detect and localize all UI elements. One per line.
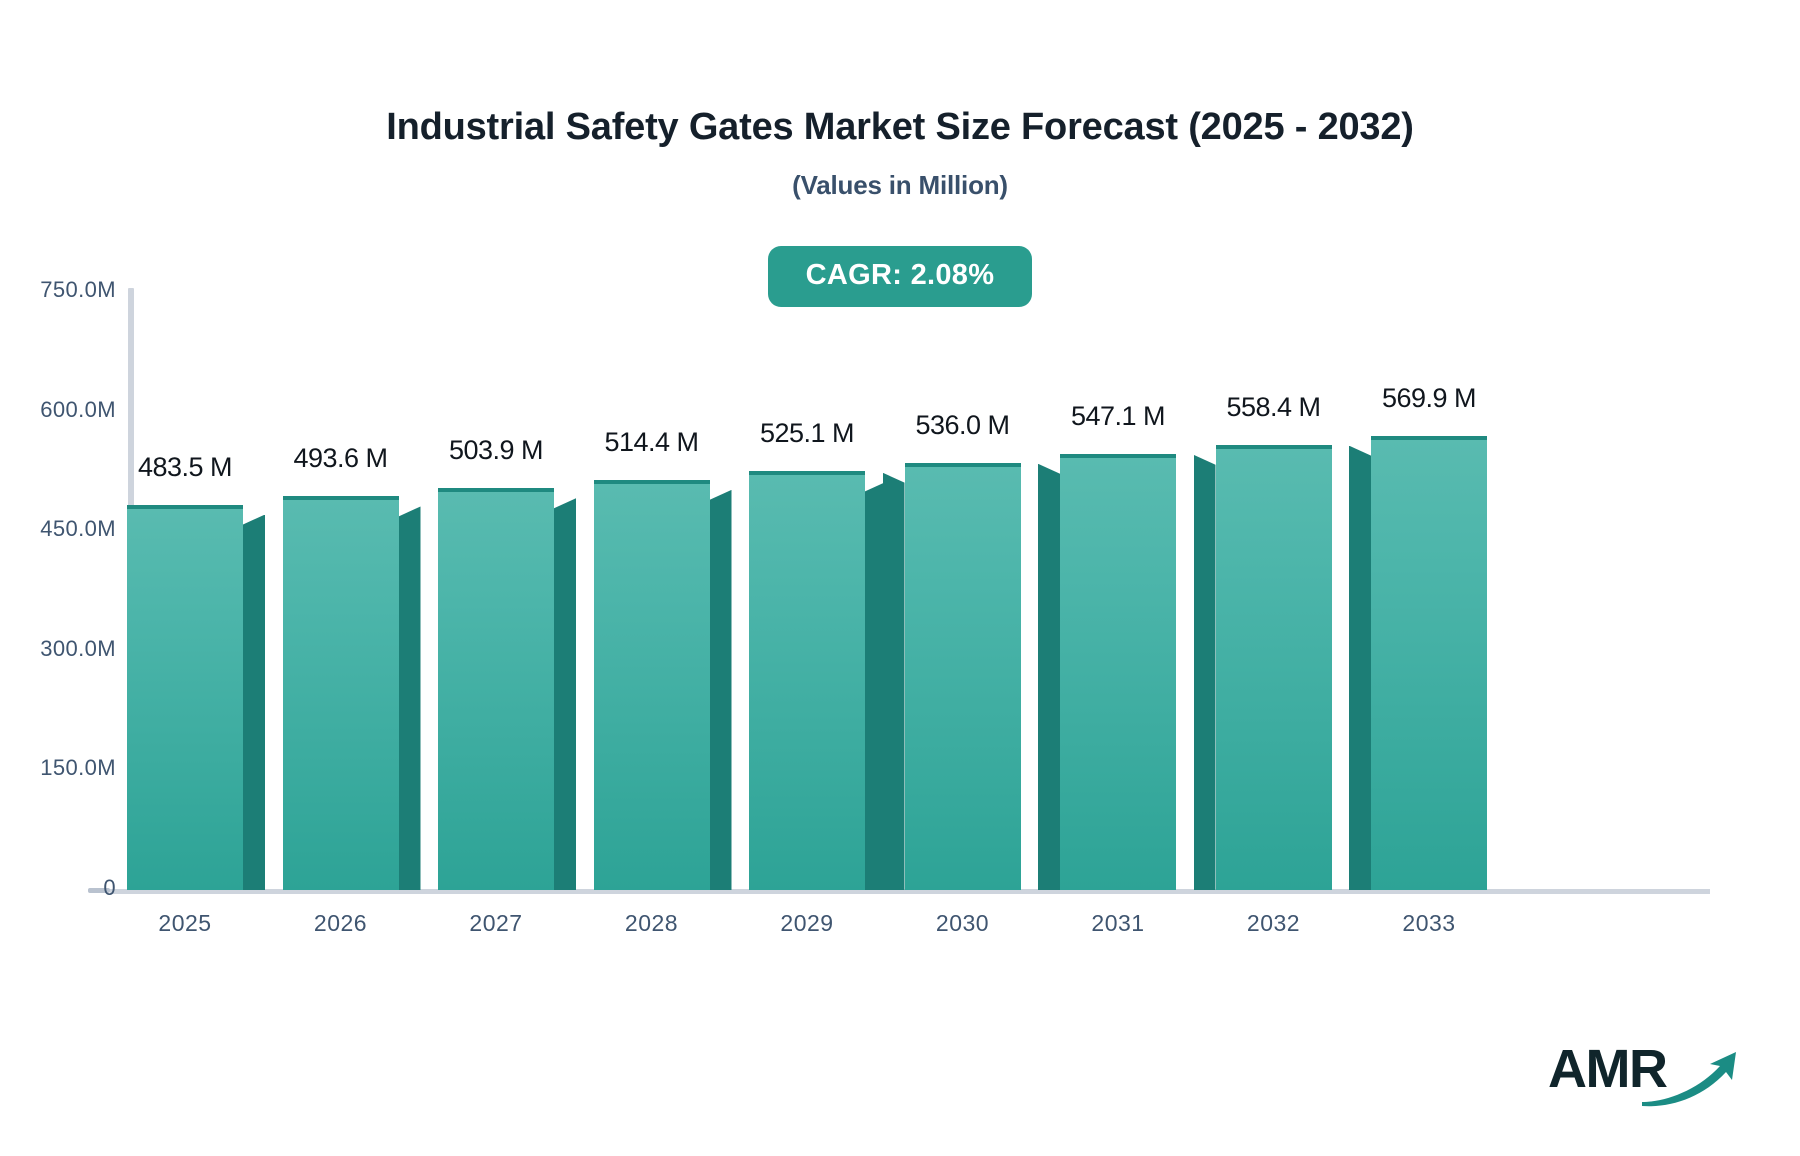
bar-value-label: 514.4 M xyxy=(604,426,699,457)
bar: 525.1 M xyxy=(749,418,887,890)
trend-up-arrow-icon xyxy=(1640,1050,1744,1113)
bar: 547.1 M xyxy=(1038,401,1176,890)
page-title: Industrial Safety Gates Market Size Fore… xyxy=(386,106,1414,148)
y-axis-tick-label: 300.0M xyxy=(40,635,116,661)
y-axis-tick-label: 450.0M xyxy=(40,516,116,542)
bar-side-face xyxy=(1349,445,1371,890)
x-axis-tick-label: 2028 xyxy=(624,910,679,936)
bar-front-face xyxy=(749,471,865,890)
bar: 569.9 M xyxy=(1349,383,1487,890)
bar: 514.4 M xyxy=(593,427,732,890)
x-axis-tick-label: 2033 xyxy=(1402,910,1456,936)
bar-front-face xyxy=(904,462,1021,890)
bar-value-label: 503.9 M xyxy=(448,435,544,466)
bar-front-face xyxy=(1060,453,1176,890)
bar-front-face xyxy=(1371,435,1487,890)
bar: 483.5 M xyxy=(127,452,265,890)
bar: 493.6 M xyxy=(282,443,421,890)
bar-value-label: 525.1 M xyxy=(759,418,855,449)
bar-value-label: 547.1 M xyxy=(1070,400,1166,431)
bar-front-face xyxy=(593,479,710,890)
x-axis-tick-label: 2025 xyxy=(158,910,212,936)
bar-side-face xyxy=(554,498,576,890)
bar-side-face xyxy=(1193,454,1216,890)
x-axis xyxy=(110,889,1710,894)
bar-value-label: 536.0 M xyxy=(915,409,1010,440)
bar-value-label: 569.9 M xyxy=(1381,382,1477,413)
x-axis-tick-label: 2029 xyxy=(780,910,834,936)
x-axis-tick-label: 2026 xyxy=(313,910,368,936)
y-axis-tick-label: 150.0M xyxy=(40,755,116,781)
x-axis-tick-label: 2030 xyxy=(935,910,990,936)
status-badge: CAGR: 2.08% xyxy=(767,246,1033,307)
bar-front-face xyxy=(282,496,399,890)
bar-side-face xyxy=(709,489,732,890)
chart-subtitle: (Values in Million) xyxy=(792,169,1008,200)
title-block: Industrial Safety Gates Market Size Fore… xyxy=(0,106,1800,201)
bar-side-face xyxy=(243,514,265,890)
bar-front-face xyxy=(1215,444,1332,890)
bar-side-face xyxy=(398,506,421,890)
bar-side-face xyxy=(882,472,905,890)
logo-text: AMR xyxy=(1548,1039,1668,1099)
x-axis-tick-label: 2032 xyxy=(1246,910,1301,936)
bar: 558.4 M xyxy=(1193,392,1332,890)
cagr-badge-wrapper: CAGR: 2.08% xyxy=(0,246,1800,307)
bar-side-face xyxy=(865,481,887,890)
bar-front-face xyxy=(438,488,554,890)
y-axis-tick-label: 0 xyxy=(103,875,116,900)
y-axis-tick-label: 600.0M xyxy=(40,396,116,422)
bar-front-face xyxy=(127,504,243,890)
bar-value-label: 558.4 M xyxy=(1226,391,1321,422)
bar-value-label: 483.5 M xyxy=(137,451,233,482)
amr-logo: AMR xyxy=(1548,1042,1748,1114)
x-axis-tick-label: 2027 xyxy=(469,910,523,936)
x-axis-tick-label: 2031 xyxy=(1091,910,1145,936)
bar-side-face xyxy=(1038,463,1060,890)
y-axis-tick-label: 750.0M xyxy=(40,277,116,302)
bar: 536.0 M xyxy=(882,410,1021,890)
bar-value-label: 493.6 M xyxy=(293,443,388,474)
y-axis-zero-tick xyxy=(88,888,110,893)
bar: 503.9 M xyxy=(438,435,576,890)
